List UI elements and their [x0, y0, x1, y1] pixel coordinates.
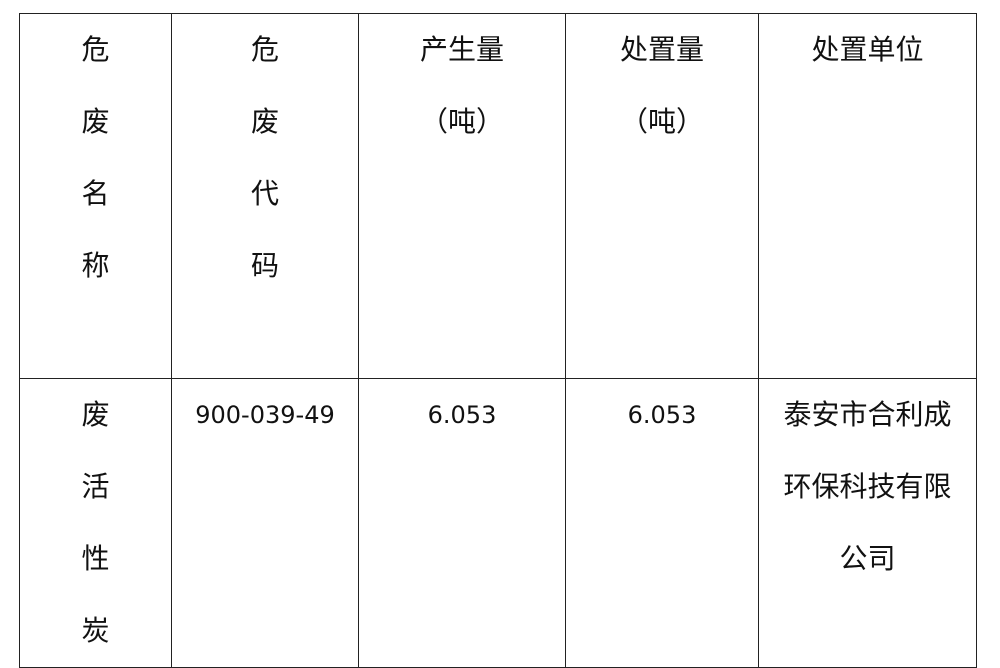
header-waste-code-text: 危废代码 — [251, 33, 280, 282]
header-waste-code: 危废代码 — [171, 13, 359, 379]
disposed-amount: 6.053 — [627, 401, 697, 429]
header-generated-text: 产生量 — [419, 33, 504, 66]
waste-name: 废活性炭 — [81, 398, 110, 647]
disposal-unit-line: 环保科技有限 — [783, 470, 952, 503]
header-disposed-unit: （吨） — [619, 105, 704, 138]
hazardous-waste-table: 危废名称 危废代码 产生量 （吨） 处置量 （吨） 处置单位 废活性炭 900-03… — [19, 13, 977, 668]
header-disposal-unit: 处置单位 — [758, 13, 977, 379]
header-disposed-text: 处置量 — [619, 33, 704, 66]
cell-waste-code: 900-039-49 — [171, 378, 359, 668]
cell-disposal-unit: 泰安市合利成 环保科技有限 公司 — [758, 378, 977, 668]
cell-generated: 6.053 — [358, 378, 566, 668]
table-row: 废活性炭 900-039-49 6.053 6.053 泰安市合利成 环保科技有… — [19, 378, 977, 668]
header-disposal-unit-text: 处置单位 — [811, 33, 924, 66]
header-generated-unit: （吨） — [419, 105, 504, 138]
cell-waste-name: 废活性炭 — [19, 378, 172, 668]
header-waste-name: 危废名称 — [19, 13, 172, 379]
header-row: 危废名称 危废代码 产生量 （吨） 处置量 （吨） 处置单位 — [19, 13, 977, 379]
header-disposed: 处置量 （吨） — [565, 13, 759, 379]
header-waste-name-text: 危废名称 — [81, 33, 110, 282]
generated-amount: 6.053 — [427, 401, 497, 429]
cell-disposed: 6.053 — [565, 378, 759, 668]
disposal-unit-line: 泰安市合利成 — [783, 398, 952, 431]
waste-code: 900-039-49 — [195, 401, 335, 429]
header-generated: 产生量 （吨） — [358, 13, 566, 379]
disposal-unit-line: 公司 — [839, 542, 896, 575]
